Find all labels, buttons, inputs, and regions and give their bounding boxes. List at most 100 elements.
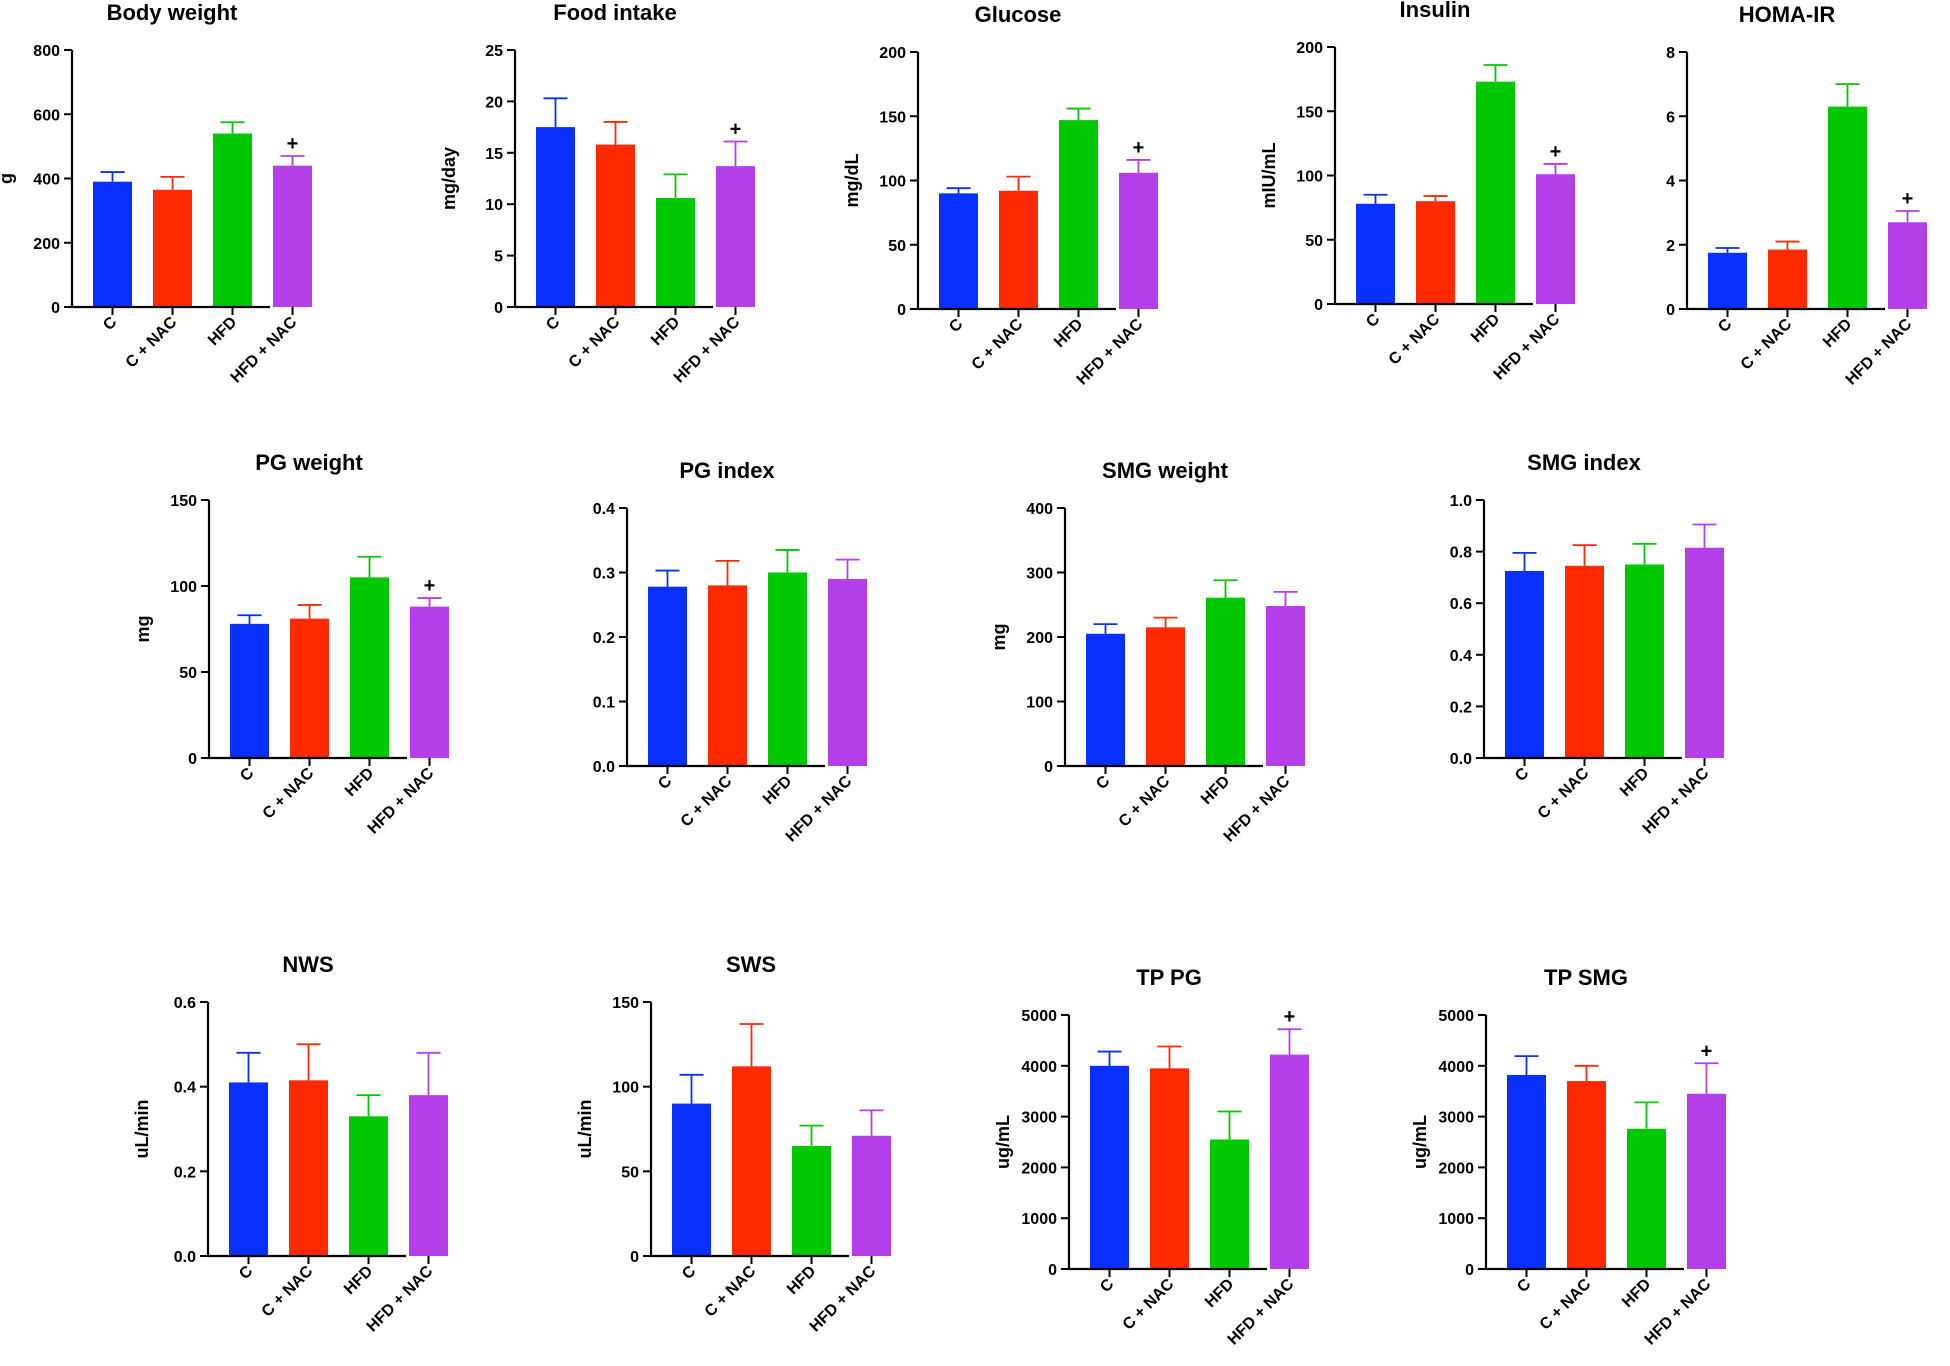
tp-pg-errorbar-hfd-nac [1277,1028,1302,1055]
body-weight-errorbar-hfd-nac [280,155,305,166]
smg-index-bar-c-nac [1565,565,1604,758]
food-intake-bar-hfd-nac [716,166,755,307]
pg-index-ytick-label: 0.4 [593,501,615,518]
pg-index-title: PG index [679,458,775,483]
body-weight-ylabel: g [0,173,16,184]
glucose-bar-hfd-nac [1119,172,1158,309]
body-weight-category-label: C [100,313,121,334]
homa-ir-bar-c [1708,252,1747,309]
tp-smg-ytick-label: 4000 [1438,1059,1474,1076]
sws-title: SWS [726,952,776,977]
body-weight-title: Body weight [107,0,238,25]
tp-smg-bar-hfd [1627,1128,1666,1269]
tp-smg-errorbar-hfd [1634,1101,1659,1129]
glucose-category-label: HFD [1051,316,1086,351]
food-intake-bar-c [536,127,575,307]
smg-index-bar-c [1505,570,1544,758]
tp-smg-bar-c [1507,1074,1546,1269]
glucose-bar-c [939,193,978,309]
sws-ytick-label: 150 [612,995,639,1012]
smg-index-category-label: C [1512,764,1533,785]
tp-pg-significance-hfd-nac: + [1284,1006,1296,1028]
nws-ytick-label: 0.4 [174,1080,196,1097]
pg-index-bar-c-nac [708,585,747,766]
tp-pg-bar-hfd [1210,1139,1249,1269]
homa-ir-errorbar-hfd [1835,83,1860,107]
pg-index-bar-c [648,586,687,766]
pg-index-errorbar-hfd-nac [835,558,860,579]
insulin-bar-c-nac [1416,201,1455,304]
pg-weight-errorbar-hfd-nac [417,597,442,607]
tp-smg-bar-c-nac [1567,1081,1606,1269]
pg-weight-ylabel: mg [133,616,153,643]
sws-category-label: C [679,1262,700,1283]
pg-index-ytick-label: 0.0 [593,759,615,776]
insulin-errorbar-hfd-nac [1543,163,1568,175]
smg-weight-errorbar-hfd-nac [1273,590,1298,607]
nws-errorbar-hfd-nac [416,1051,441,1096]
glucose-errorbar-hfd-nac [1126,159,1151,173]
food-intake-ylabel: mg/day [439,147,459,210]
insulin-ytick-label: 150 [1296,104,1323,121]
tp-smg-category-label: HFD [1619,1276,1654,1311]
tp-smg-ylabel: ug/mL [1410,1115,1430,1169]
glucose-category-label: C + NAC [969,315,1027,373]
smg-weight-title: SMG weight [1102,458,1229,483]
smg-weight-ylabel: mg [989,624,1009,651]
body-weight-significance-hfd-nac: + [287,133,299,155]
food-intake-significance-hfd-nac: + [730,118,742,140]
glucose-title: Glucose [975,2,1062,27]
glucose-ytick-label: 150 [879,109,906,126]
smg-index-errorbar-c-nac [1572,544,1597,566]
homa-ir-bar-c-nac [1768,249,1807,309]
food-intake-category-label: C [543,313,564,334]
pg-index-errorbar-c [655,569,680,587]
food-intake-errorbar-c [543,97,568,128]
pg-index-ytick-label: 0.3 [593,566,615,583]
homa-ir-significance-hfd-nac: + [1902,188,1914,210]
food-intake-category-label: C + NAC [566,313,624,371]
tp-pg-bar-c [1090,1065,1129,1269]
sws-errorbar-c-nac [739,1023,764,1067]
food-intake-ytick-label: 15 [485,146,503,163]
pg-index-bar-hfd [768,572,807,766]
body-weight-bar-c [93,181,132,307]
glucose-category-label: C [946,315,967,336]
pg-index-bar-hfd-nac [828,578,867,766]
insulin-bar-c [1356,203,1395,304]
smg-index-errorbar-hfd [1632,542,1657,565]
insulin-ytick-label: 200 [1296,40,1323,57]
pg-index-errorbar-hfd [775,549,800,573]
pg-weight-bar-hfd [350,577,389,758]
pg-weight-category-label: C [237,764,258,785]
tp-pg-ytick-label: 2000 [1021,1160,1057,1177]
nws-ytick-label: 0.2 [174,1164,196,1181]
pg-index-category-label: C [655,772,676,793]
insulin-ytick-label: 50 [1305,233,1323,250]
homa-ir-category-label: C + NAC [1738,315,1796,373]
food-intake-title: Food intake [553,0,676,25]
homa-ir-ytick-label: 0 [1666,302,1675,319]
tp-smg-bar-hfd-nac [1687,1093,1726,1269]
sws-ytick-label: 100 [612,1080,639,1097]
pg-weight-errorbar-c-nac [297,604,322,619]
body-weight-category-label: HFD [205,314,240,349]
pg-weight-errorbar-c [237,614,262,624]
homa-ir-ytick-label: 2 [1666,238,1675,255]
smg-weight-bar-hfd-nac [1266,606,1305,766]
nws-category-label: HFD [341,1263,376,1298]
body-weight-errorbar-hfd [220,121,245,134]
glucose-ylabel: mg/dL [842,154,862,208]
food-intake-errorbar-hfd [663,173,688,199]
smg-weight-ytick-label: 0 [1044,759,1053,776]
pg-index-category-label: C + NAC [678,772,736,830]
sws-bar-c-nac [732,1066,771,1256]
insulin-category-label: HFD [1468,311,1503,346]
body-weight-ytick-label: 200 [33,236,60,253]
smg-weight-ytick-label: 200 [1026,630,1053,647]
tp-pg-category-label: HFD [1202,1276,1237,1311]
